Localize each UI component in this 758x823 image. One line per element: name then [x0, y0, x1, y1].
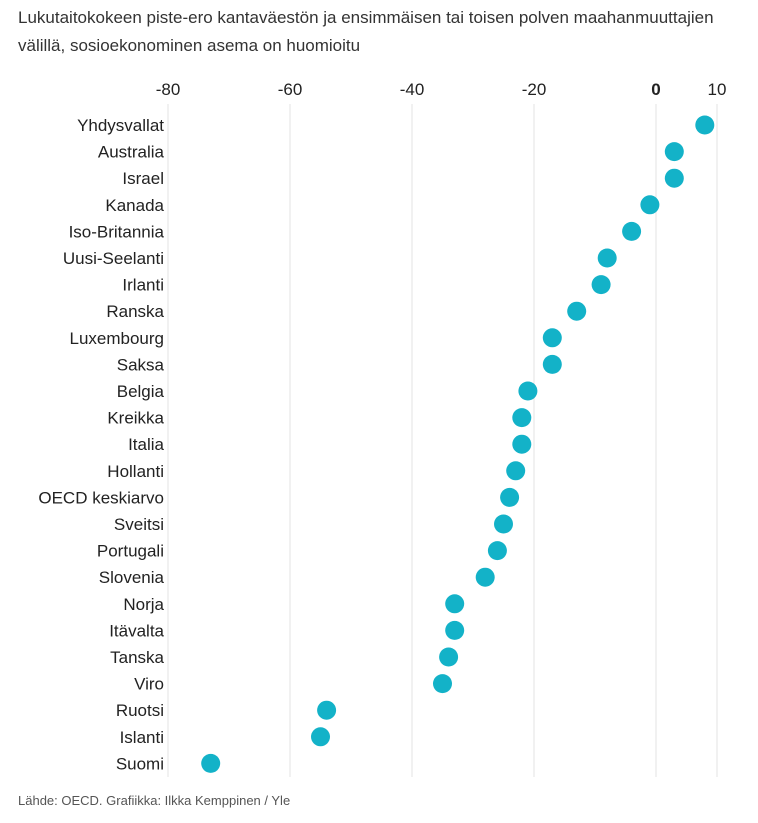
data-point	[512, 408, 532, 428]
category-label: Luxembourg	[69, 329, 164, 348]
data-point	[542, 354, 562, 374]
data-point	[518, 381, 538, 401]
category-label: OECD keskiarvo	[38, 488, 164, 507]
category-label: Belgia	[117, 382, 165, 401]
category-label: Hollanti	[107, 462, 164, 481]
category-label: Norja	[123, 595, 164, 614]
data-point	[622, 221, 642, 241]
dot-chart: -80 -60 -40 -20 0 10 Yhdysvallat Australia Isra…	[38, 80, 727, 777]
data-point	[445, 620, 465, 640]
category-labels: Yhdysvallat Australia Israel Kanada Iso-Brit…	[38, 116, 164, 773]
data-point	[439, 647, 459, 667]
data-point	[597, 248, 617, 268]
category-label: Ruotsi	[116, 701, 164, 720]
category-label: Iso-Britannia	[69, 222, 165, 241]
category-label: Portugali	[97, 542, 164, 561]
data-point	[506, 461, 526, 481]
data-point	[317, 700, 337, 720]
category-label: Saksa	[117, 355, 165, 374]
category-label: Israel	[122, 169, 164, 188]
category-label: Kanada	[105, 196, 164, 215]
data-point	[433, 674, 452, 694]
category-label: Yhdysvallat	[77, 116, 164, 135]
category-label: Italia	[128, 435, 164, 454]
category-label: Ranska	[106, 302, 164, 321]
data-point	[475, 567, 495, 587]
category-label: Suomi	[116, 754, 164, 773]
data-point	[695, 115, 715, 135]
data-point	[591, 275, 611, 295]
data-point	[445, 594, 465, 614]
data-point	[542, 328, 562, 348]
data-point	[311, 727, 330, 747]
x-tick-label: 10	[708, 80, 727, 99]
data-point	[664, 168, 684, 188]
category-label: Islanti	[120, 728, 164, 747]
category-label: Viro	[134, 675, 164, 694]
category-label: Uusi-Seelanti	[63, 249, 164, 268]
x-tick-label: 0	[651, 80, 660, 99]
data-point	[500, 487, 520, 507]
source-note: Lähde: OECD. Grafiikka: Ilkka Kemppinen …	[18, 793, 291, 808]
data-point	[664, 142, 684, 162]
data-point	[512, 434, 532, 454]
data-point	[640, 195, 660, 215]
category-label: Irlanti	[122, 276, 164, 295]
data-point	[487, 541, 507, 561]
x-axis-ticks: -80 -60 -40 -20 0 10	[156, 80, 727, 99]
category-label: Slovenia	[99, 568, 165, 587]
chart-title: Lukutaitokokeen piste-ero kantaväestön j…	[18, 8, 714, 55]
x-tick-label: -40	[400, 80, 425, 99]
gridlines	[167, 104, 718, 777]
data-point	[494, 514, 513, 534]
category-label: Australia	[98, 143, 165, 162]
category-label: Tanska	[110, 648, 164, 667]
x-tick-label: -80	[156, 80, 181, 99]
category-label: Kreikka	[107, 409, 164, 428]
data-point	[201, 753, 221, 773]
category-label: Sveitsi	[114, 515, 164, 534]
data-point	[567, 301, 587, 321]
x-tick-label: -20	[522, 80, 547, 99]
data-points	[201, 115, 715, 773]
x-tick-label: -60	[278, 80, 303, 99]
category-label: Itävalta	[109, 621, 164, 640]
